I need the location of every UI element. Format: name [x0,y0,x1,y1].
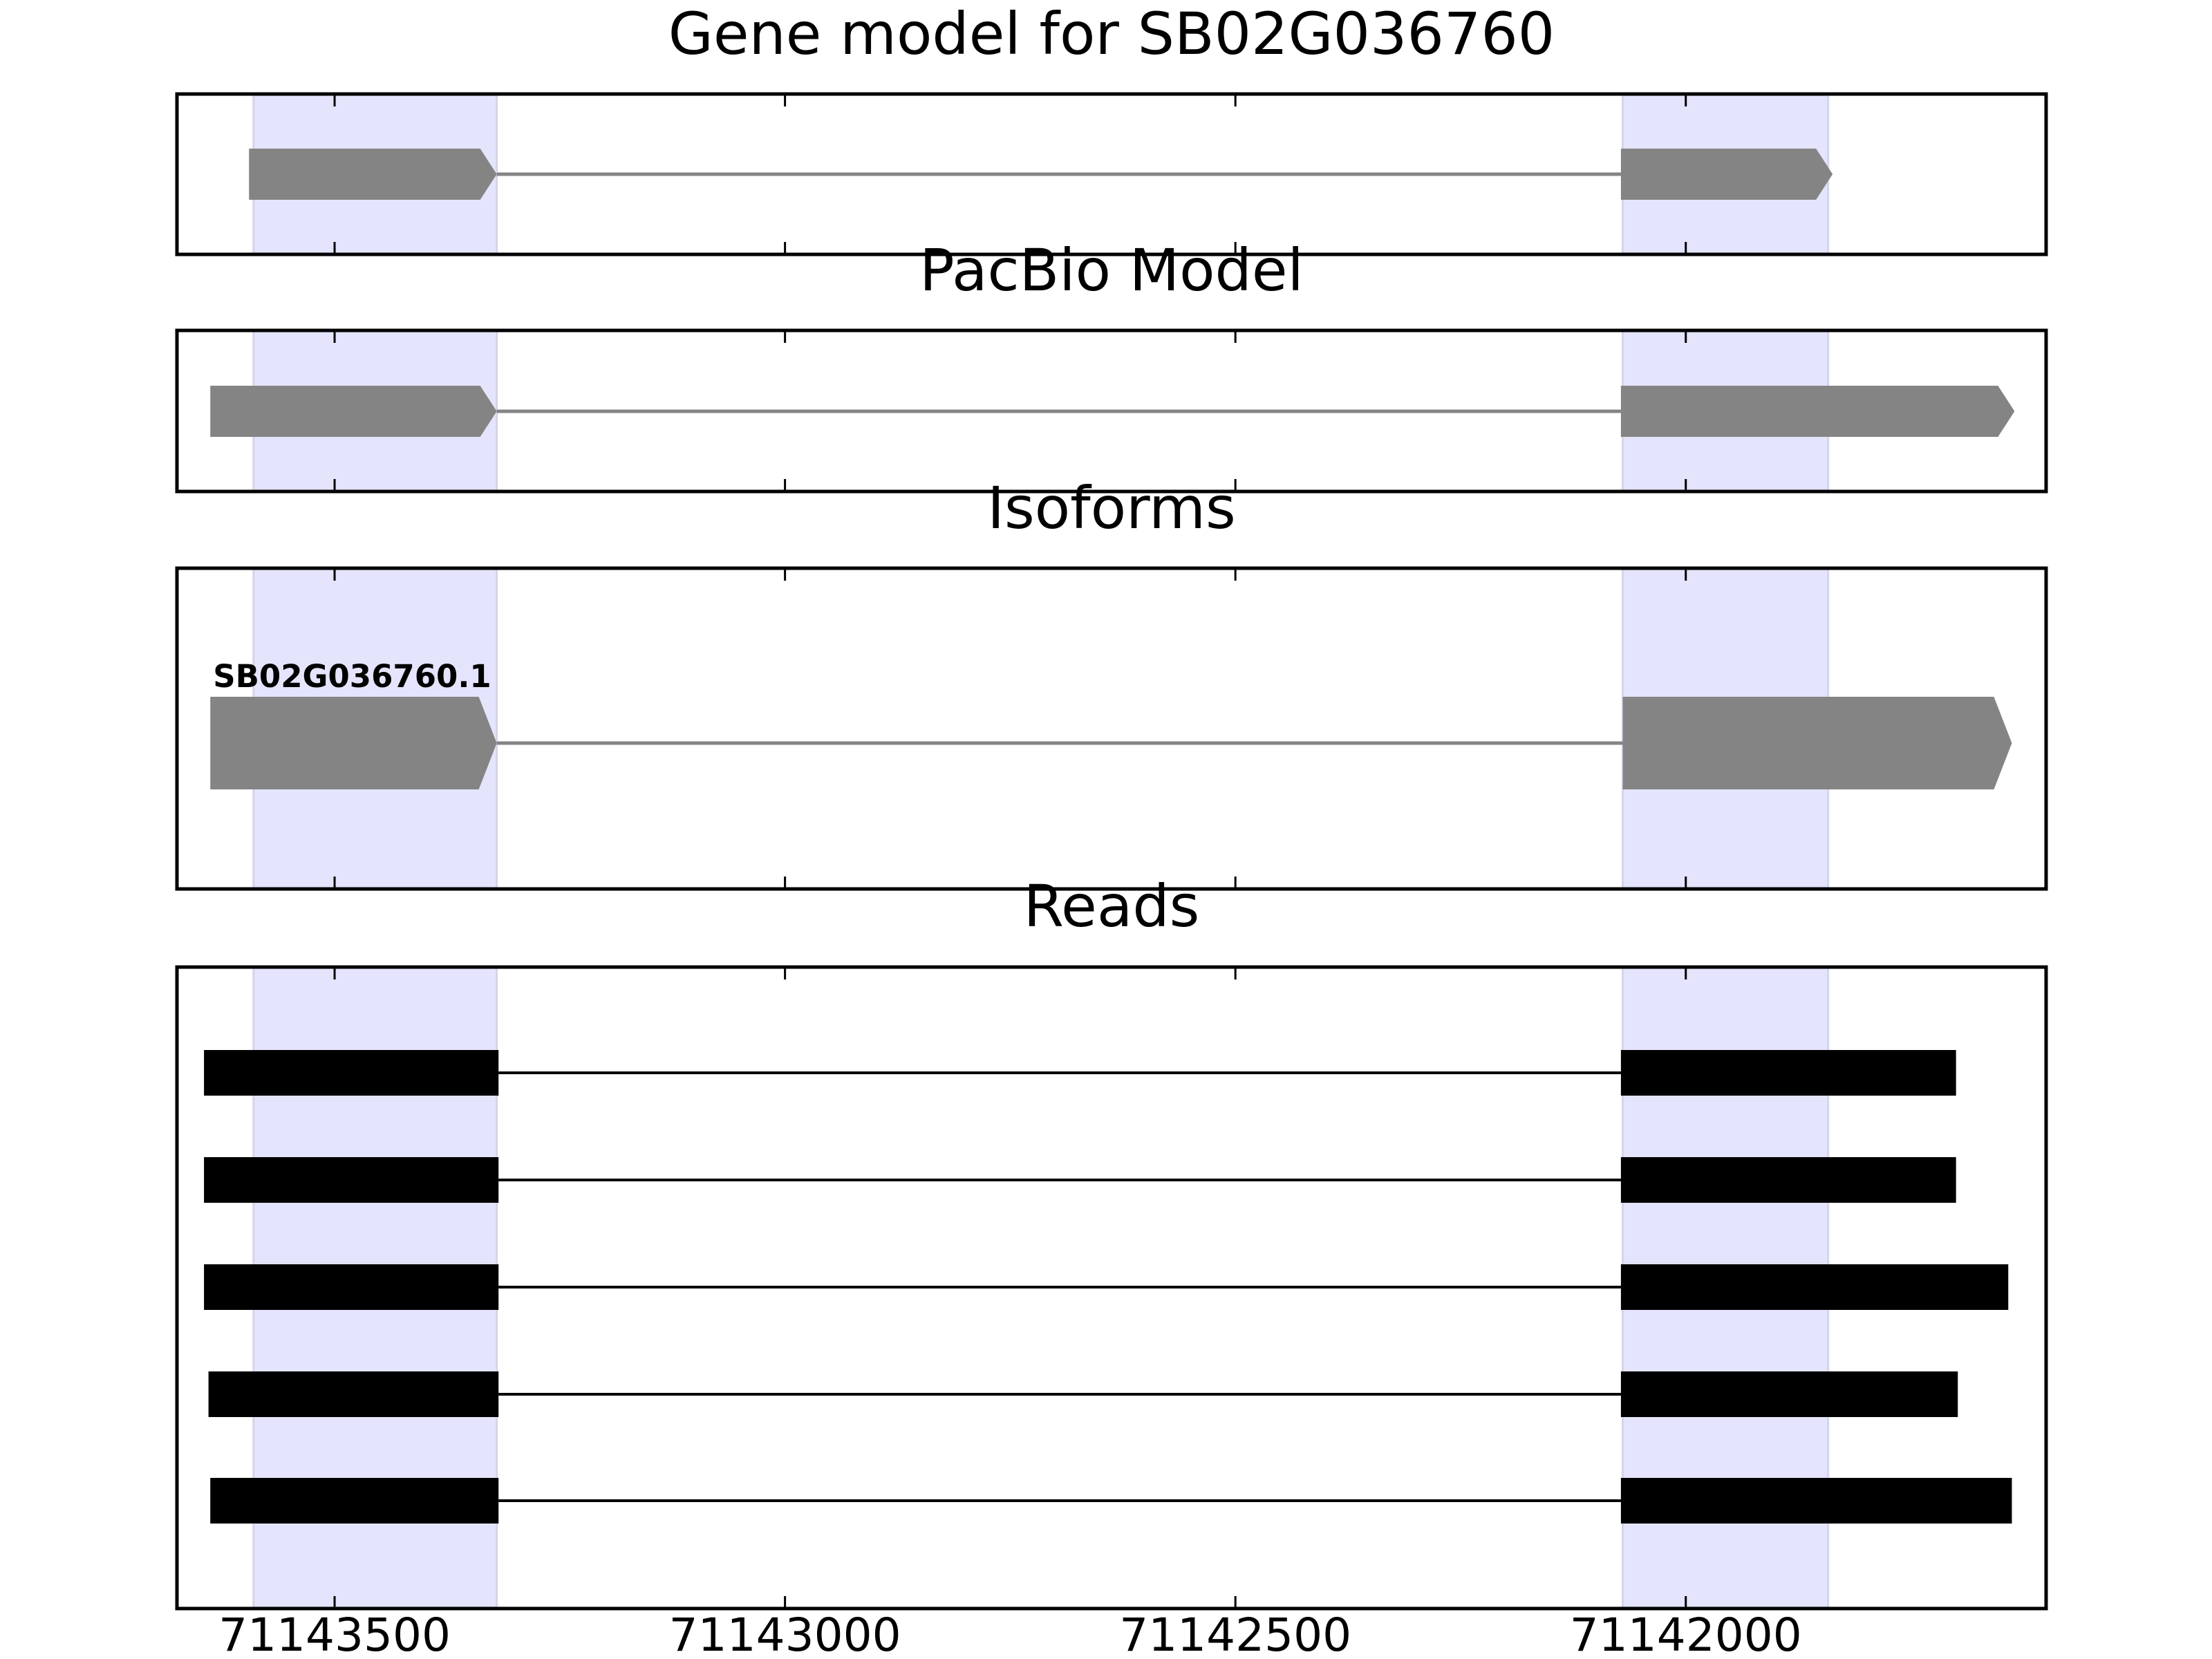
exon-arrow [210,386,497,437]
exon-arrow [1622,697,2012,789]
read-block [1620,1050,1956,1096]
x-tick-label: 71143500 [218,1609,451,1659]
panel-title: Reads [1024,872,1200,940]
read-row [204,1050,1956,1096]
panel-frame [175,92,2048,256]
exon-arrow [1620,149,1833,200]
x-tick-label: 71142500 [1119,1609,1351,1659]
panel-pacbio-model: PacBio Model [175,236,2048,494]
read-block [210,1478,499,1524]
read-block [204,1264,499,1310]
read-block [208,1371,499,1417]
read-row [208,1371,1958,1417]
panel-isoforms: SB02G036760.1 Isoforms [175,474,2048,891]
transcript-model [249,149,1833,200]
read-block [1620,1478,2012,1524]
exon-arrow [210,697,497,789]
exon-arrow [1620,386,2015,437]
read-row [204,1157,1956,1203]
x-tick-label: 71143000 [669,1609,901,1659]
x-axis: 71143500 71143000 71142500 71142000 [218,1609,1802,1659]
transcript-model: SB02G036760.1 [210,658,2012,789]
panel-frame [175,328,2048,494]
panel-title: PacBio Model [919,236,1304,304]
transcript-model [210,386,2015,437]
panel-title: Isoforms [987,474,1236,542]
read-block [1620,1157,1956,1203]
panel-frame [175,566,2048,891]
read-row [204,1264,2009,1310]
panel-reads: Reads [175,872,2048,1611]
read-block [1620,1264,2009,1310]
panel-gene-model: Gene model for SB02G036760 [175,0,2048,256]
isoform-label: SB02G036760.1 [213,658,491,695]
read-block [1620,1371,1958,1417]
panel-frame [175,965,2048,1611]
read-block [204,1050,499,1096]
read-block [204,1157,499,1203]
read-row [210,1478,2012,1524]
exon-arrow [249,149,497,200]
panel-title: Gene model for SB02G036760 [668,0,1555,68]
x-tick-label: 71142000 [1570,1609,1802,1659]
